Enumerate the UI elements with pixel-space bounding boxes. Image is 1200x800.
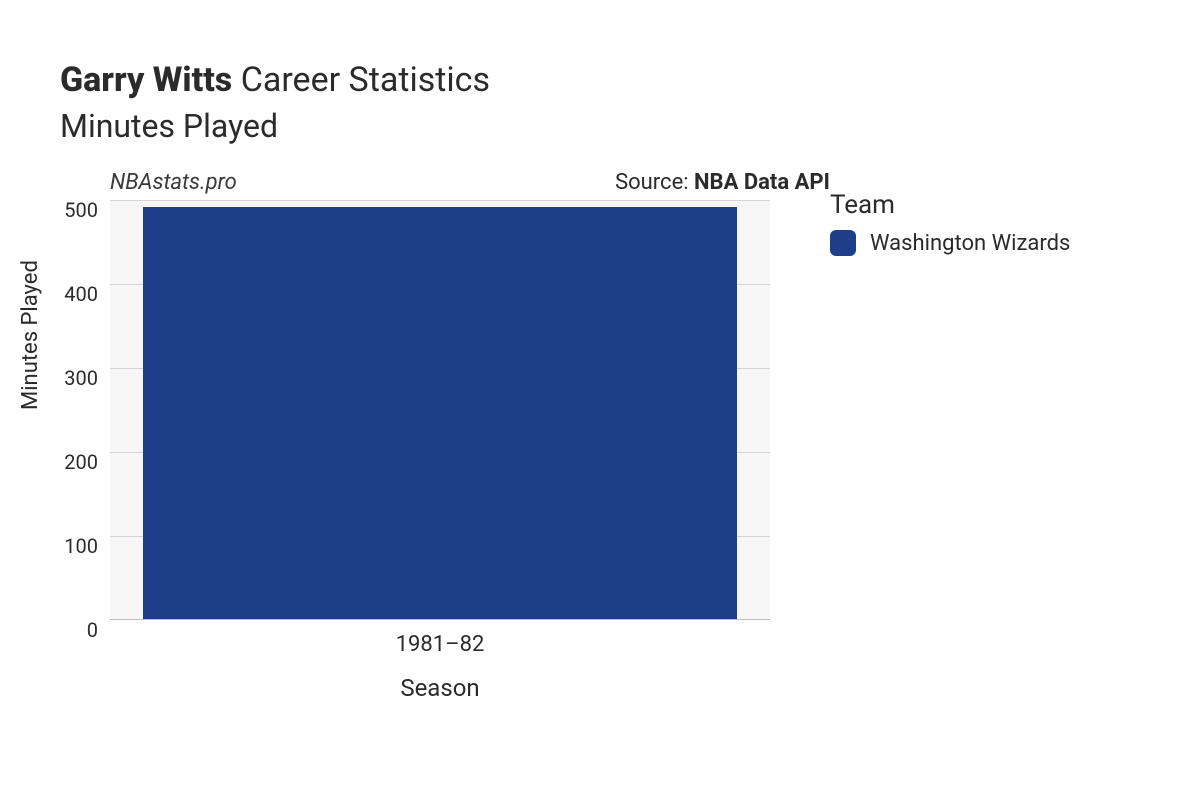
chart-container: Garry Witts Career Statistics Minutes Pl… [0,0,1200,800]
y-tick-label: 200 [18,450,98,474]
x-tick-label: 1981–82 [396,632,485,657]
y-tick-label: 300 [18,366,98,390]
annotation-row: NBAstats.pro Source: NBA Data API [110,170,830,195]
x-axis: Season 1981–82 [110,620,770,720]
source-attribution: Source: NBA Data API [615,170,830,195]
site-watermark: NBAstats.pro [110,170,237,195]
grid-line [110,200,770,201]
legend: Team Washington Wizards [830,190,1070,256]
legend-label: Washington Wizards [870,231,1070,256]
legend-swatch [830,230,856,256]
legend-title: Team [830,190,1070,220]
legend-items: Washington Wizards [830,230,1070,256]
x-axis-label: Season [400,674,479,702]
y-tick-label: 400 [18,282,98,306]
title-block: Garry Witts Career Statistics Minutes Pl… [60,60,490,145]
y-tick-label: 100 [18,534,98,558]
chart-title: Garry Witts Career Statistics [60,60,490,101]
source-prefix: Source: [615,170,694,195]
y-tick-label: 0 [18,618,98,642]
y-axis: 0100200300400500 [0,200,110,620]
y-tick-label: 500 [18,198,98,222]
player-name: Garry Witts [60,60,232,100]
source-name: NBA Data API [694,170,830,195]
plot-area [110,200,770,620]
title-suffix: Career Statistics [241,60,490,100]
bar [143,207,737,619]
legend-item: Washington Wizards [830,230,1070,256]
chart-subtitle: Minutes Played [60,107,490,145]
